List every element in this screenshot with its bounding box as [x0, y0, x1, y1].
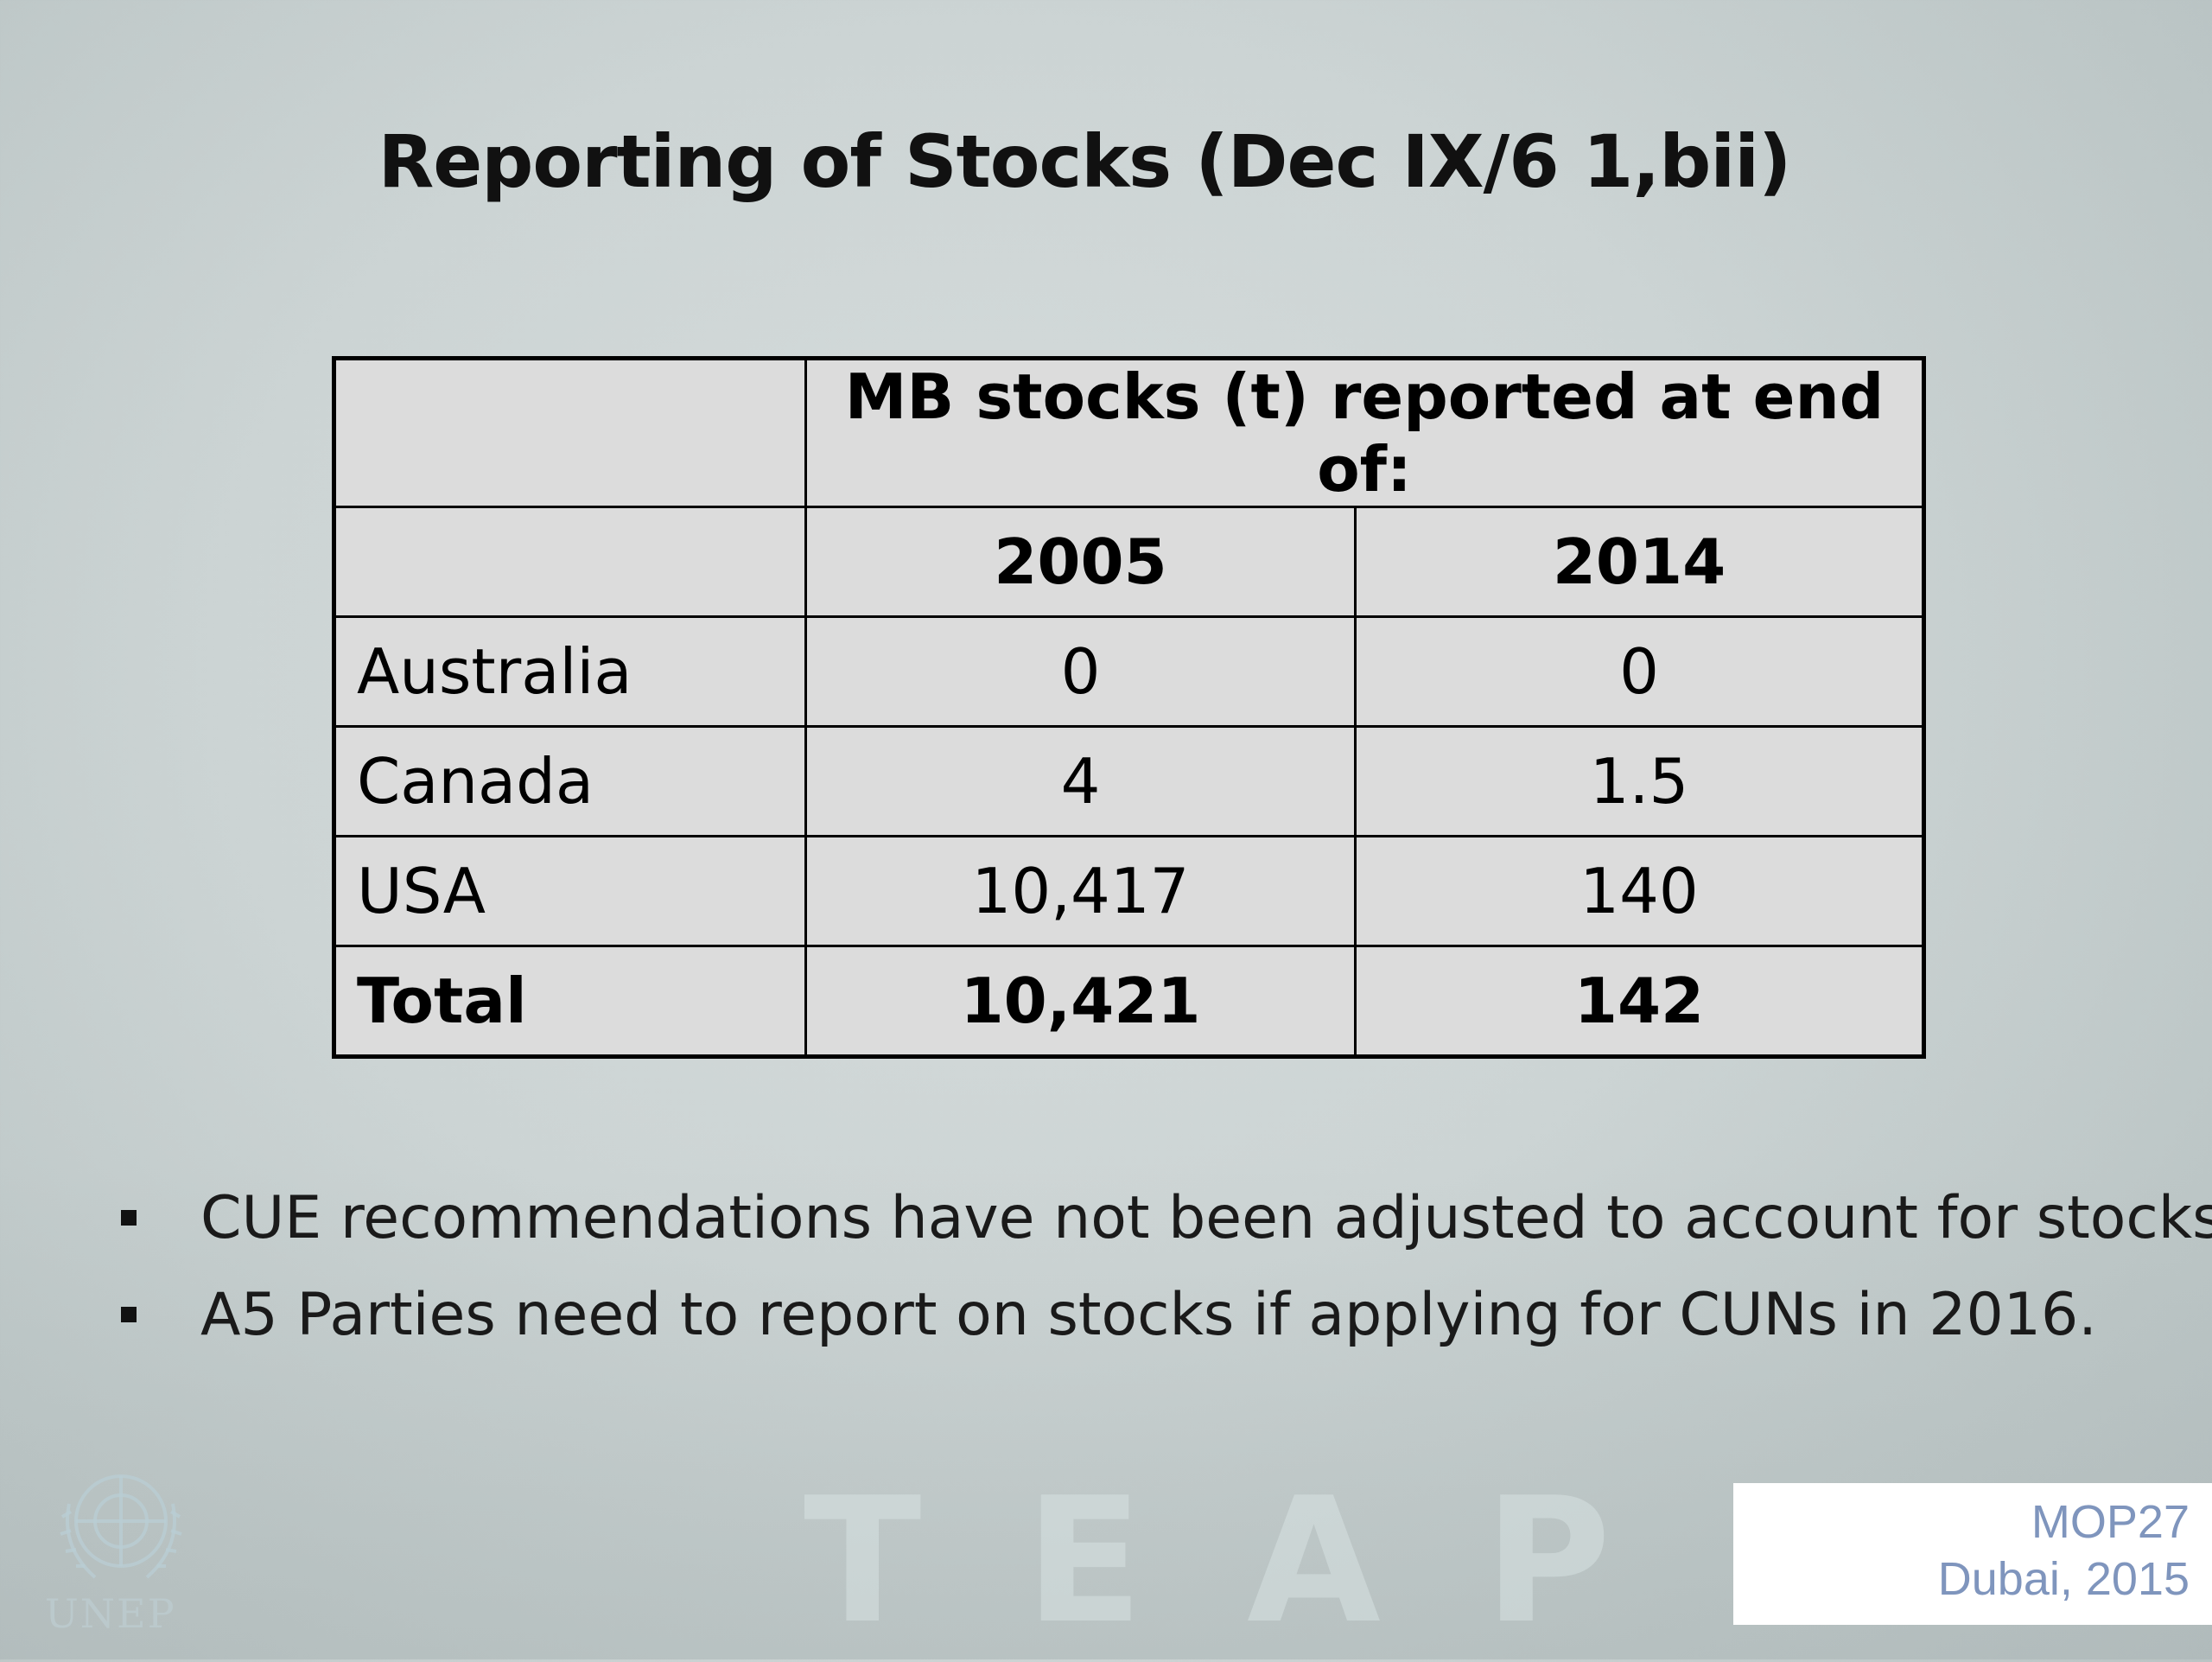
location-date-label: Dubai, 2015 — [1937, 1553, 2190, 1605]
table-row: USA 10,417 140 — [333, 835, 1926, 947]
meeting-label: MOP27 — [2031, 1496, 2190, 1548]
unep-logo-text: UNEP — [45, 1590, 176, 1637]
bullet-text: CUE recommendations have not been adjust… — [200, 1184, 2212, 1252]
country-cell: Canada — [333, 725, 807, 837]
table-total-row: Total 10,421 142 — [333, 945, 1926, 1058]
bullet-list: CUE recommendations have not been adjust… — [121, 1175, 2212, 1369]
square-bullet-icon — [121, 1307, 137, 1322]
table-years-row: 2005 2014 — [333, 506, 1926, 618]
footer-box: MOP27 Dubai, 2015 — [1733, 1483, 2212, 1625]
table-header-row: MB stocks (t) reported at end of: — [333, 357, 1926, 508]
value-cell-2005: 10,417 — [804, 835, 1357, 947]
empty-label-cell — [333, 506, 807, 618]
square-bullet-icon — [121, 1210, 137, 1226]
year-header-2014: 2014 — [1353, 506, 1926, 618]
teap-watermark: TEAP — [804, 1461, 1715, 1662]
un-laurel-globe-icon — [60, 1474, 182, 1579]
value-cell-2005: 0 — [804, 615, 1357, 728]
value-cell-2014: 140 — [1353, 835, 1926, 947]
value-cell-2005: 4 — [804, 725, 1357, 837]
year-header-2005: 2005 — [804, 506, 1357, 618]
slide-title: Reporting of Stocks (Dec IX/6 1,bii) — [378, 119, 1792, 204]
table-row: Canada 4 1.5 — [333, 725, 1926, 837]
bullet-text: A5 Parties need to report on stocks if a… — [200, 1281, 2097, 1349]
stocks-table: MB stocks (t) reported at end of: 2005 2… — [332, 356, 1927, 1059]
total-cell-2014: 142 — [1353, 945, 1926, 1058]
list-item: CUE recommendations have not been adjust… — [121, 1175, 2212, 1272]
country-cell: USA — [333, 835, 807, 947]
country-cell: Australia — [333, 615, 807, 728]
list-item: A5 Parties need to report on stocks if a… — [121, 1272, 2160, 1369]
value-cell-2014: 0 — [1353, 615, 1926, 728]
group-header-cell: MB stocks (t) reported at end of: — [804, 357, 1926, 508]
table-row: Australia 0 0 — [333, 615, 1926, 728]
total-label-cell: Total — [333, 945, 807, 1058]
value-cell-2014: 1.5 — [1353, 725, 1926, 837]
empty-corner-cell — [333, 357, 807, 508]
total-cell-2005: 10,421 — [804, 945, 1357, 1058]
